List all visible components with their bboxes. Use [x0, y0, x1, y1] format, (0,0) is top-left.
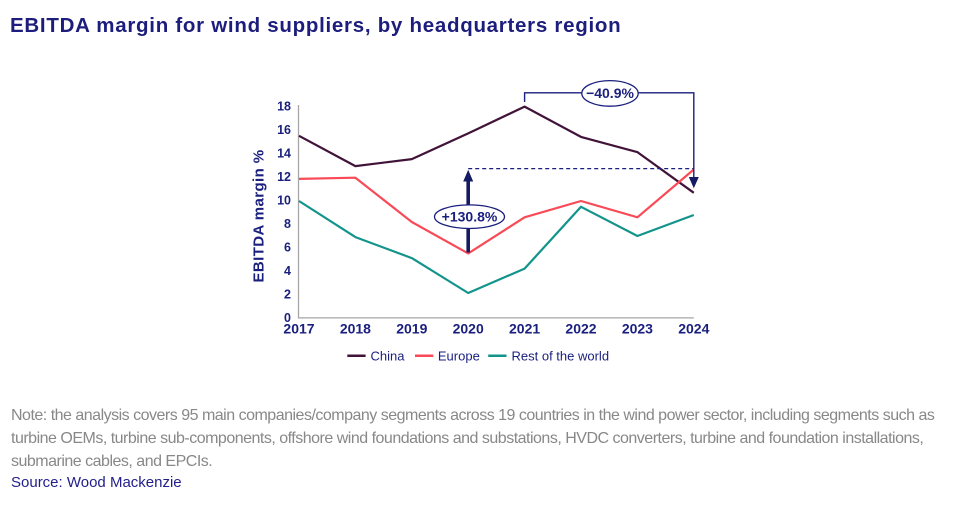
svg-text:+130.8%: +130.8%	[442, 209, 498, 225]
svg-text:2017: 2017	[283, 321, 314, 337]
svg-text:−40.9%: −40.9%	[586, 85, 634, 101]
svg-text:10: 10	[277, 194, 291, 208]
svg-text:2019: 2019	[396, 321, 427, 337]
svg-text:12: 12	[277, 170, 291, 184]
svg-text:2023: 2023	[622, 321, 653, 337]
svg-text:2024: 2024	[678, 321, 709, 337]
svg-text:Rest of the world: Rest of the world	[512, 349, 610, 364]
svg-text:8: 8	[284, 217, 291, 231]
svg-text:2021: 2021	[509, 321, 540, 337]
svg-text:2018: 2018	[340, 321, 371, 337]
svg-text:2: 2	[284, 288, 291, 302]
svg-text:16: 16	[277, 123, 291, 137]
svg-text:0: 0	[284, 311, 291, 325]
svg-text:Europe: Europe	[438, 349, 480, 364]
svg-text:China: China	[371, 349, 406, 364]
svg-text:6: 6	[284, 241, 291, 255]
svg-text:4: 4	[284, 264, 291, 278]
svg-text:14: 14	[277, 147, 291, 161]
svg-text:2022: 2022	[565, 321, 596, 337]
svg-text:2020: 2020	[453, 321, 484, 337]
svg-text:18: 18	[277, 100, 291, 114]
svg-text:EBITDA margin %: EBITDA margin %	[251, 150, 268, 283]
